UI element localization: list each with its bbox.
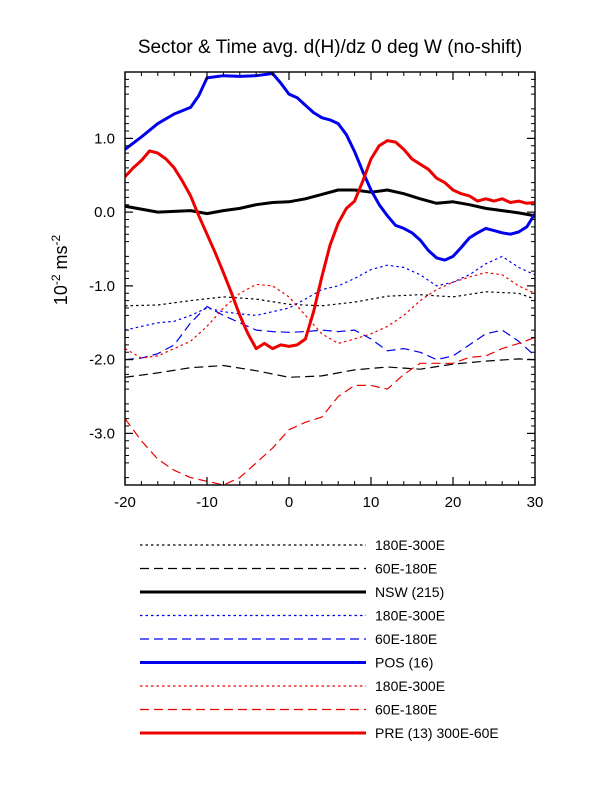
y-tick-label: -2.0 [89,352,115,369]
axis-ticks: -20 -10 0 10 20 30 1.0 0.0 -1.0 -2.0 -3.0 [89,71,544,511]
x-tick-label: -10 [196,494,218,511]
legend: 180E-300E 60E-180E NSW (215) 180E-300E 60E-1… [140,537,499,741]
y-tick-label: -1.0 [89,278,115,295]
legend-label-7: 60E-180E [375,702,437,718]
x-tick-label: 20 [445,494,462,511]
y-tick-label: -3.0 [89,425,115,442]
series-lines [125,72,535,485]
y-axis-label: 10-2 ms-2 [49,234,71,305]
y-tick-label: 1.0 [94,130,115,147]
x-tick-label: -20 [114,494,136,511]
x-tick-label: 0 [285,494,293,511]
legend-label-2: NSW (215) [375,584,444,600]
y-tick-label: 0.0 [94,204,115,221]
series-line-0 [125,291,535,307]
x-tick-label: 30 [527,494,544,511]
legend-label-3: 180E-300E [375,608,445,624]
legend-label-4: 60E-180E [375,631,437,647]
plot-frame [124,71,536,486]
series-line-5 [125,72,535,262]
series-line-6 [125,272,535,359]
series-line-4 [125,305,535,361]
legend-label-8: PRE (13) 300E-60E [375,725,499,741]
legend-label-6: 180E-300E [375,678,445,694]
legend-label-0: 180E-300E [375,537,445,553]
series-line-8 [125,139,535,351]
series-line-7 [125,336,535,485]
series-line-2 [125,188,535,218]
legend-label-1: 60E-180E [375,561,437,577]
chart-title: Sector & Time avg. d(H)/dz 0 deg W (no-s… [138,37,522,58]
series-line-3 [125,255,535,331]
x-tick-label: 10 [363,494,380,511]
legend-label-5: POS (16) [375,655,433,671]
series-line-1 [125,358,535,378]
